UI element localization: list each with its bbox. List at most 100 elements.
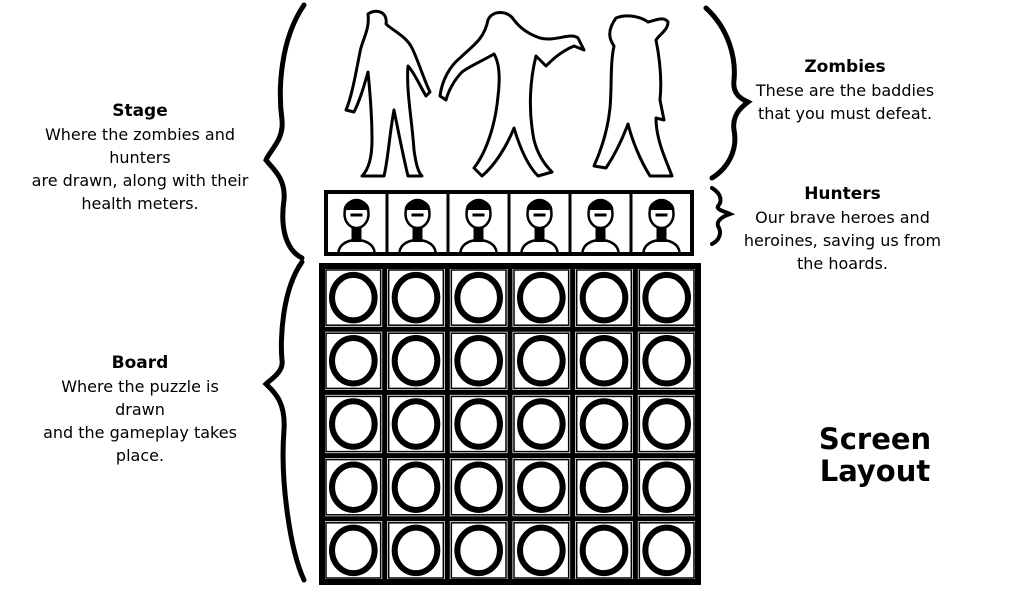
ring-icon bbox=[517, 271, 566, 324]
ring-icon bbox=[579, 398, 629, 450]
board-cell[interactable] bbox=[513, 269, 570, 326]
board-cell[interactable] bbox=[450, 332, 507, 390]
hunter-portrait bbox=[446, 192, 498, 254]
board-title: Board bbox=[111, 353, 169, 373]
ring-icon bbox=[642, 461, 691, 513]
hunters-annotation: Hunters Our brave heroes and heroines, s… bbox=[735, 183, 950, 275]
zombie-icon bbox=[438, 11, 586, 178]
board-annotation: Board Where the puzzle is drawn and the … bbox=[40, 352, 240, 467]
ring-icon bbox=[454, 271, 503, 324]
zombies-annotation: Zombies These are the baddies that you m… bbox=[745, 56, 945, 125]
board-cell[interactable] bbox=[575, 395, 633, 453]
ring-icon bbox=[642, 335, 691, 387]
ring-icon bbox=[329, 524, 378, 577]
ring-icon bbox=[517, 398, 566, 450]
board-cell[interactable] bbox=[450, 269, 507, 326]
board-cell[interactable] bbox=[325, 332, 382, 390]
board-grid bbox=[319, 263, 701, 585]
zombie-icon bbox=[344, 9, 432, 178]
board-cell[interactable] bbox=[575, 522, 633, 579]
ring-icon bbox=[329, 398, 378, 450]
hunters-brace bbox=[710, 186, 736, 246]
board-cell[interactable] bbox=[450, 395, 507, 453]
ring-icon bbox=[642, 398, 691, 450]
hunter-neck bbox=[351, 228, 362, 242]
ring-icon bbox=[517, 524, 566, 577]
screen-layout-title: Screen Layout bbox=[818, 422, 932, 488]
ring-icon bbox=[579, 271, 629, 324]
hunter-portrait bbox=[507, 192, 559, 254]
board-cell[interactable] bbox=[575, 332, 633, 390]
ring-icon bbox=[391, 524, 441, 577]
board-cell[interactable] bbox=[325, 269, 382, 326]
ring-icon bbox=[642, 271, 691, 324]
board-cell[interactable] bbox=[513, 458, 570, 516]
hunter-portrait bbox=[337, 198, 376, 253]
zombies-brace bbox=[703, 5, 753, 181]
board-cell[interactable] bbox=[387, 269, 445, 326]
board-cell[interactable] bbox=[387, 458, 445, 516]
board-cell[interactable] bbox=[387, 522, 445, 579]
board-cell[interactable] bbox=[450, 458, 507, 516]
board-cell[interactable] bbox=[325, 522, 382, 579]
ring-icon bbox=[579, 335, 629, 387]
ring-icon bbox=[391, 461, 441, 513]
ring-icon bbox=[329, 271, 378, 324]
hunter-neck bbox=[412, 228, 423, 242]
hunter-hair bbox=[465, 199, 492, 210]
board-description: Where the puzzle is drawn and the gamepl… bbox=[43, 377, 237, 465]
hunters-title: Hunters bbox=[804, 184, 881, 204]
ring-icon bbox=[329, 335, 378, 387]
hunter-neck bbox=[595, 228, 606, 242]
ring-icon bbox=[391, 271, 441, 324]
board-cell[interactable] bbox=[325, 458, 382, 516]
hunters-description: Our brave heroes and heroines, saving us… bbox=[743, 208, 942, 273]
stage-title: Stage bbox=[112, 101, 168, 121]
ring-icon bbox=[642, 524, 691, 577]
hunter-neck bbox=[534, 228, 545, 242]
board-cell[interactable] bbox=[513, 332, 570, 390]
board-cell[interactable] bbox=[638, 269, 695, 326]
hunter-portrait bbox=[385, 192, 437, 254]
hunter-hair bbox=[343, 199, 370, 210]
ring-icon bbox=[454, 398, 503, 450]
hunters-group bbox=[337, 192, 681, 254]
board-cell[interactable] bbox=[513, 395, 570, 453]
ring-icon bbox=[579, 524, 629, 577]
board-cell[interactable] bbox=[638, 395, 695, 453]
ring-icon bbox=[517, 461, 566, 513]
board-cell[interactable] bbox=[638, 522, 695, 579]
hunter-neck bbox=[473, 228, 484, 242]
stage-annotation: Stage Where the zombies and hunters are … bbox=[20, 100, 260, 215]
hunter-portrait bbox=[568, 192, 620, 254]
ring-icon bbox=[454, 461, 503, 513]
board-cell[interactable] bbox=[387, 395, 445, 453]
hunter-hair bbox=[648, 199, 675, 210]
board-cell[interactable] bbox=[325, 395, 382, 453]
board-cell[interactable] bbox=[450, 522, 507, 579]
zombies-title: Zombies bbox=[804, 57, 886, 77]
board-cell[interactable] bbox=[575, 269, 633, 326]
stage-brace bbox=[263, 2, 307, 261]
board-brace bbox=[262, 259, 307, 583]
ring-icon bbox=[517, 335, 566, 387]
board-cell[interactable] bbox=[575, 458, 633, 516]
ring-icon bbox=[579, 461, 629, 513]
hunter-neck bbox=[656, 228, 667, 242]
ring-icon bbox=[391, 335, 441, 387]
board-cell[interactable] bbox=[638, 332, 695, 390]
hunter-hair bbox=[526, 199, 553, 210]
zombies-description: These are the baddies that you must defe… bbox=[755, 81, 935, 123]
hunter-hair bbox=[587, 199, 614, 210]
hunter-portrait bbox=[629, 192, 681, 254]
board-cell[interactable] bbox=[513, 522, 570, 579]
zombies-group bbox=[344, 9, 674, 178]
ring-icon bbox=[454, 335, 503, 387]
zombie-icon bbox=[592, 14, 674, 178]
board-cell[interactable] bbox=[638, 458, 695, 516]
ring-icon bbox=[454, 524, 503, 577]
stage-description: Where the zombies and hunters are drawn,… bbox=[31, 125, 249, 213]
board-cell[interactable] bbox=[387, 332, 445, 390]
ring-icon bbox=[391, 398, 441, 450]
